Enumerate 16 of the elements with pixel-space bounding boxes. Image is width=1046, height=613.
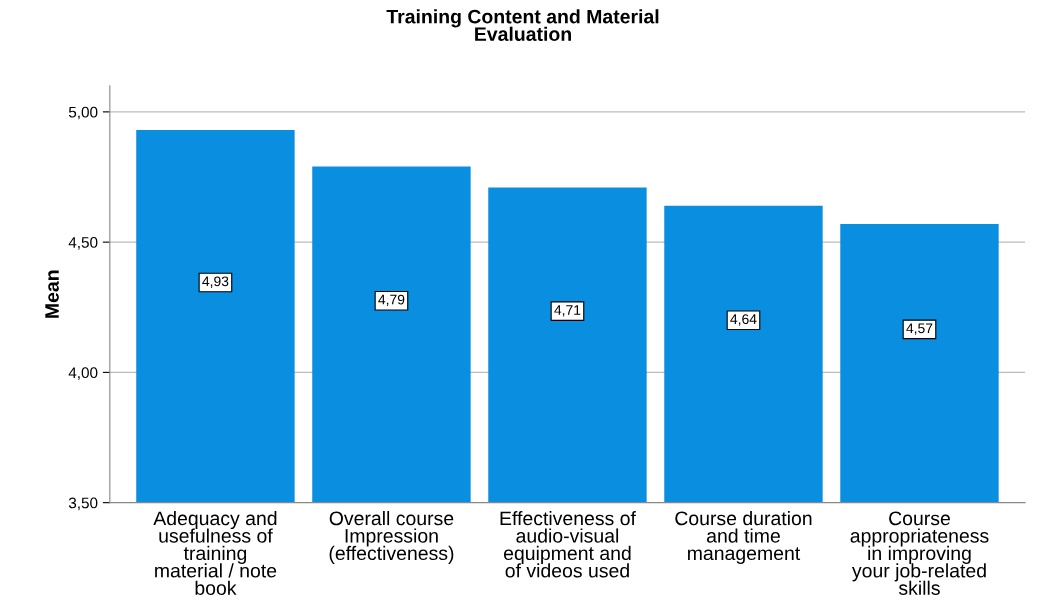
data-label: 4,57 bbox=[906, 323, 933, 335]
x-tick-label: Course appropriateness in improving your job-related skills bbox=[850, 511, 989, 595]
data-label: 4,71 bbox=[554, 305, 581, 317]
y-tick-label: 5,00 bbox=[68, 106, 98, 120]
x-tick-label: Effectiveness of audio-visual equipment and of videos used bbox=[500, 510, 636, 578]
data-label: 4,64 bbox=[730, 314, 757, 326]
y-tick-label: 4,50 bbox=[68, 237, 98, 250]
y-tick-label: 4,00 bbox=[68, 367, 98, 380]
data-label: 4,93 bbox=[202, 276, 229, 288]
chart-title: Training Content and Material Evaluation bbox=[386, 9, 659, 41]
x-tick-label: Overall course Impression (effectiveness) bbox=[329, 510, 454, 564]
y-tick-label: 3,50 bbox=[68, 497, 98, 511]
data-label: 4,79 bbox=[378, 294, 405, 307]
y-axis-title: Mean bbox=[45, 270, 59, 318]
x-tick-label: Adequacy and usefulness of training material / note book bbox=[153, 510, 277, 595]
x-tick-label: Course duration and time management bbox=[675, 510, 812, 564]
